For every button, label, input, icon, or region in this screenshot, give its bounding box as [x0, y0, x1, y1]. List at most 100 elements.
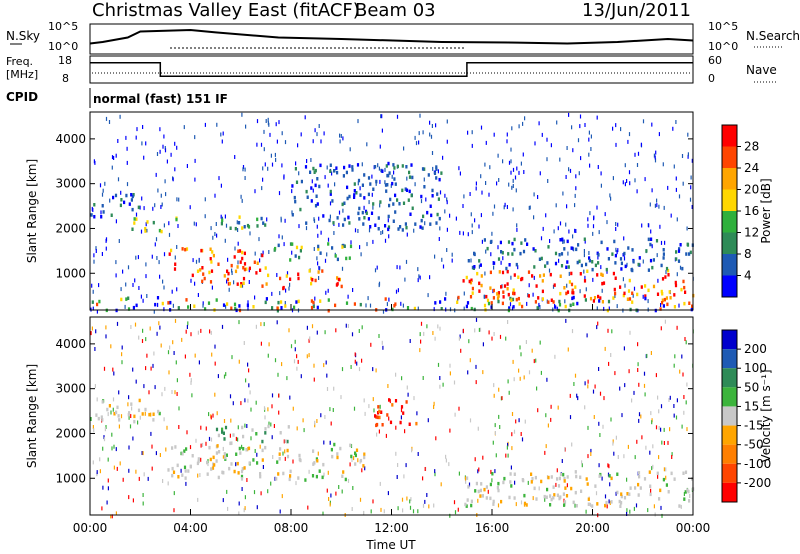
- data-cell: [605, 500, 608, 505]
- noise-speck: [577, 396, 579, 401]
- noise-speck: [134, 322, 137, 327]
- noise-speck: [541, 132, 543, 137]
- data-cell: [570, 486, 573, 491]
- noise-speck: [368, 228, 371, 233]
- noise-speck: [294, 347, 296, 352]
- noise-speck: [368, 200, 370, 205]
- noise-speck: [601, 476, 603, 481]
- data-cell: [501, 301, 504, 306]
- data-cell: [226, 277, 230, 282]
- noise-speck: [226, 279, 228, 284]
- y-tick-label: 2000: [55, 426, 86, 440]
- noise-speck: [406, 232, 408, 237]
- data-cell: [130, 402, 133, 406]
- noise-speck: [583, 269, 585, 274]
- data-cell: [322, 462, 325, 467]
- data-cell: [93, 215, 96, 219]
- noise-speck: [417, 267, 419, 272]
- noise-speck: [174, 390, 176, 395]
- data-cell: [575, 474, 578, 479]
- noise-speck: [320, 413, 322, 418]
- noise-speck: [154, 203, 156, 208]
- colorbar-segment: [722, 254, 737, 276]
- data-cell: [570, 282, 574, 287]
- noise-speck: [574, 228, 576, 233]
- noise-speck: [536, 386, 538, 391]
- data-cell: [377, 216, 380, 220]
- data-cell: [343, 244, 346, 248]
- noise-speck: [171, 390, 173, 394]
- noise-speck: [676, 398, 678, 403]
- noise-speck: [460, 348, 462, 353]
- colorbar-segment: [722, 349, 737, 369]
- noise-speck: [231, 271, 233, 275]
- data-cell: [654, 308, 657, 313]
- noise-speck: [331, 171, 333, 176]
- noise-speck: [271, 162, 274, 167]
- data-cell: [260, 216, 263, 221]
- data-cell: [265, 282, 268, 286]
- data-cell: [558, 253, 561, 257]
- noise-speck: [311, 179, 313, 184]
- noise-speck: [359, 245, 361, 250]
- power-heatmap: [90, 112, 695, 314]
- noise-speck: [533, 215, 535, 220]
- noise-speck: [229, 433, 231, 438]
- noise-speck: [497, 153, 499, 158]
- noise-speck: [564, 447, 566, 452]
- data-cell: [141, 412, 144, 416]
- noise-speck: [481, 239, 483, 244]
- noise-speck: [364, 466, 366, 471]
- noise-speck: [143, 206, 145, 211]
- noise-speck: [624, 163, 626, 168]
- data-cell: [353, 195, 356, 199]
- noise-speck: [326, 373, 328, 378]
- noise-speck: [679, 265, 682, 270]
- data-cell: [401, 164, 404, 168]
- data-cell: [386, 413, 389, 417]
- noise-speck: [437, 169, 439, 174]
- data-cell: [365, 211, 368, 215]
- data-cell: [306, 195, 309, 199]
- data-cell: [525, 503, 528, 507]
- noise-speck: [537, 195, 539, 199]
- noise-speck: [190, 278, 192, 283]
- noise-speck: [555, 203, 557, 208]
- noise-speck: [222, 131, 224, 136]
- data-cell: [400, 405, 404, 409]
- noise-speck: [538, 121, 540, 126]
- noise-speck: [418, 131, 420, 136]
- noise-speck: [130, 325, 132, 329]
- noise-speck: [99, 183, 102, 188]
- data-cell: [97, 416, 100, 421]
- data-cell: [534, 249, 537, 253]
- noise-speck: [455, 216, 457, 221]
- noise-speck: [120, 190, 122, 195]
- noise-speck: [686, 226, 688, 231]
- data-cell: [566, 239, 569, 244]
- freq-frame: [89, 55, 694, 84]
- data-cell: [133, 419, 136, 424]
- noise-speck: [474, 457, 476, 462]
- noise-speck: [381, 128, 383, 133]
- noise-speck: [597, 165, 599, 169]
- data-cell: [291, 242, 294, 246]
- noise-speck: [594, 384, 596, 389]
- noise-speck: [172, 177, 174, 182]
- noise-speck: [633, 390, 635, 395]
- data-cell: [457, 295, 460, 300]
- data-cell: [334, 303, 337, 308]
- noise-speck: [113, 371, 115, 376]
- noise-speck: [641, 435, 643, 440]
- noise-speck: [164, 179, 166, 184]
- noise-speck: [308, 469, 310, 474]
- noise-speck: [511, 185, 513, 190]
- noise-speck: [306, 325, 308, 330]
- noise-speck: [506, 132, 508, 137]
- noise-speck: [600, 265, 602, 270]
- noise-speck: [163, 307, 165, 312]
- noise-speck: [544, 450, 546, 455]
- noise-speck: [397, 506, 399, 511]
- data-cell: [363, 216, 366, 220]
- nave-tick-bottom: 0: [708, 72, 715, 85]
